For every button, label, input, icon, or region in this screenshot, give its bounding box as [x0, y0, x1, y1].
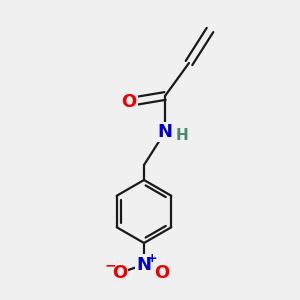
Text: O: O: [122, 93, 136, 111]
Text: H: H: [175, 128, 188, 142]
Text: O: O: [154, 264, 169, 282]
Text: N: N: [136, 256, 152, 274]
Text: −: −: [105, 259, 116, 272]
Text: N: N: [158, 123, 172, 141]
Text: O: O: [112, 264, 127, 282]
Text: +: +: [147, 251, 158, 265]
